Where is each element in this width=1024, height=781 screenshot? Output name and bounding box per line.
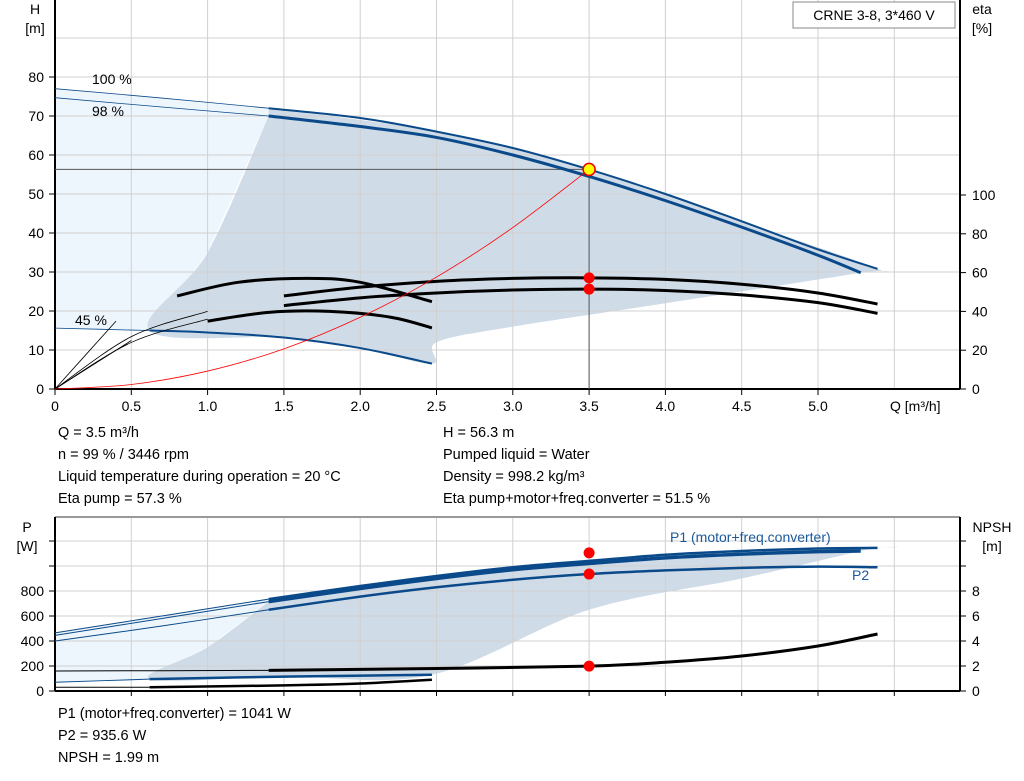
x-tick-label: 4.5 [732,398,752,414]
y-tick-label: 10 [28,342,44,358]
x-axis-label: Q [m³/h] [890,398,941,414]
y2-tick-label: 0 [972,381,980,397]
x-tick-label: 2.5 [427,398,447,414]
power-curve-thin-4 [54,669,269,672]
info-eta-pump: Eta pump = 57.3 % [58,491,182,507]
power-curve-5 [149,678,432,689]
npsh-tick-label: 0 [972,683,980,699]
light-range-area [55,88,269,331]
p-tick-label: 0 [36,683,44,699]
x-tick-label: 4.0 [656,398,676,414]
p1-point [583,547,595,559]
curve-5 [176,276,433,304]
power-curve-thin-1 [54,601,269,636]
eta-pump-point [583,272,595,284]
y2-axis-unit: [%] [972,20,992,36]
y-tick-label: 50 [28,186,44,202]
npsh-tick-label: 2 [972,658,980,674]
x-tick-label: 1.5 [274,398,294,414]
y2-tick-label: 20 [972,342,988,358]
x-tick-label: 0.5 [122,398,142,414]
y-tick-label: 60 [28,147,44,163]
speed-label-98: 98 % [92,103,124,119]
p2-series-label: P2 [852,567,869,583]
y2-tick-label: 80 [972,226,988,242]
x-tick-label: 3.5 [579,398,599,414]
y-tick-label: 70 [28,108,44,124]
x-tick-label: 2.0 [350,398,370,414]
info-eta-total: Eta pump+motor+freq.converter = 51.5 % [443,491,711,507]
npsh-axis-unit: [m] [982,538,1001,554]
power-curve-3 [149,673,432,681]
speed-label-45: 45 % [75,312,107,328]
y2-tick-label: 100 [972,187,996,203]
y2-axis-label: eta [972,1,992,17]
curve-thin-2 [54,327,150,331]
y2-tick-label: 40 [972,303,988,319]
npsh-axis-label: NPSH [973,519,1012,535]
y-axis-unit: [m] [25,20,44,36]
curve-2 [149,329,433,365]
power-curve-thin-2 [54,609,269,642]
info-npsh: NPSH = 1.99 m [58,750,160,766]
y-tick-label: 80 [28,69,44,85]
system-curve [54,169,590,390]
info-liquid: Pumped liquid = Water [443,447,590,463]
p-tick-label: 600 [21,608,45,624]
x-tick-label: 5.0 [808,398,828,414]
info-p2: P2 = 935.6 W [58,728,147,744]
info-density: Density = 998.2 kg/m³ [443,469,585,485]
info-p1: P1 (motor+freq.converter) = 1041 W [58,706,291,722]
curve-thin-6 [54,340,132,390]
info-h: H = 56.3 m [443,425,515,441]
y-tick-label: 20 [28,303,44,319]
title-box-text: CRNE 3-8, 3*460 V [813,7,935,23]
info-n: n = 99 % / 3446 rpm [58,447,189,463]
curve-thin-3 [54,311,208,390]
p-axis-unit: [W] [17,538,38,554]
npsh-tick-label: 6 [972,608,980,624]
npsh-tick-label: 8 [972,583,980,599]
power-curve-0 [268,546,878,601]
power-curve-thin-0 [54,598,269,634]
x-tick-label: 0 [51,398,59,414]
curve-thin-5 [54,320,117,390]
npsh-point [583,660,595,672]
p-axis-label: P [22,519,31,535]
eta-total-point [583,283,595,295]
info-q: Q = 3.5 m³/h [58,425,139,441]
y2-tick-label: 60 [972,265,988,281]
p-tick-label: 800 [21,583,45,599]
p1-series-label: P1 (motor+freq.converter) [670,529,831,545]
title-box [792,1,956,29]
curve-6 [207,309,433,330]
power-curve-4 [268,632,878,672]
power-curve-thin-3 [54,678,150,683]
speed-label-100: 100 % [92,71,132,87]
curve-thin-1 [54,97,269,117]
p2-point [583,568,595,580]
operating-range-area-power [147,546,899,681]
y-axis-label: H [30,1,40,17]
info-temp: Liquid temperature during operation = 20… [58,469,341,485]
curve-thin-0 [54,88,269,109]
y-tick-label: 40 [28,225,44,241]
x-tick-label: 3.0 [503,398,523,414]
y-tick-label: 30 [28,264,44,280]
y-tick-label: 0 [36,381,44,397]
power-curve-1 [268,549,861,604]
x-tick-label: 1.0 [198,398,218,414]
p-tick-label: 400 [21,633,45,649]
duty-point [582,162,596,177]
p-tick-label: 200 [21,658,45,674]
npsh-tick-label: 4 [972,633,980,649]
curve-1 [268,114,862,275]
